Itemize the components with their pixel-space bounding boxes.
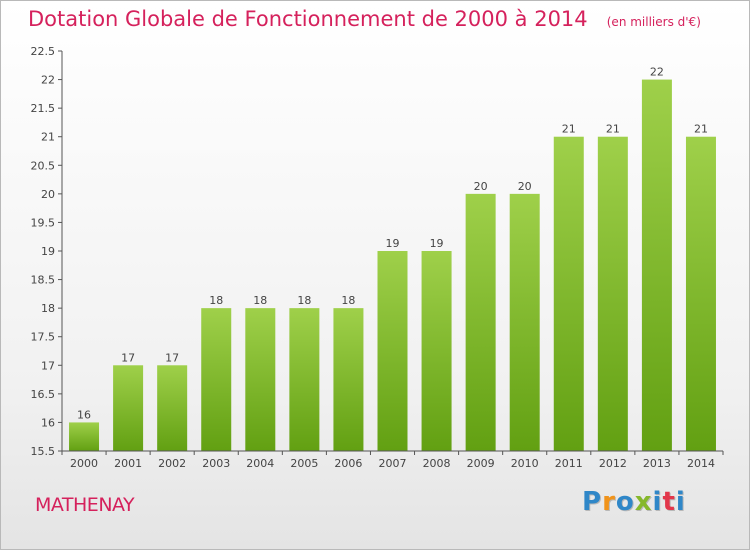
bar-2014 [685,136,716,451]
y-tick-label: 22.5 [31,45,56,58]
logo-letter: i [675,487,686,517]
x-tick-label: 2002 [158,457,186,470]
logo-letter: r [602,487,616,517]
value-label: 17 [165,351,179,364]
bar-2013 [641,79,672,452]
y-tick-label: 19 [41,245,55,258]
x-tick-label: 2001 [114,457,142,470]
bar-2000 [69,422,100,451]
y-tick-label: 20 [41,188,55,201]
y-tick-label: 20.5 [31,159,56,172]
bar-2001 [113,365,144,451]
x-tick-label: 2000 [70,457,98,470]
value-label: 18 [341,294,355,307]
y-tick-label: 17.5 [31,331,56,344]
bar-2007 [377,251,408,451]
bar-2009 [465,193,496,451]
axis-layer: 2000 2001 2002 2003 2004 2005 2006 2007 2008 2009… [31,45,724,470]
logo-letter: t [662,487,676,517]
value-label: 20 [518,180,532,193]
value-label: 22 [650,66,664,79]
value-label: 21 [694,123,708,136]
value-label: 21 [606,123,620,136]
y-tick-label: 16.5 [31,388,56,401]
x-tick-label: 2006 [334,457,362,470]
x-tick-label: 2003 [202,457,230,470]
logo-letter: x [634,487,653,517]
chart-unit: (en milliers d'€) [606,15,701,29]
value-label: 19 [386,237,400,250]
place-name: MATHENAY [35,494,135,516]
y-tick-label: 21 [41,131,55,144]
y-tick-label: 15.5 [31,445,56,458]
value-label: 17 [121,351,135,364]
y-tick-label: 16 [41,416,55,429]
proxiti-logo: Proxiti [582,487,686,517]
y-tick-label: 18.5 [31,274,56,287]
logo-letter: P [582,487,603,517]
chart-title: Dotation Globale de Fonctionnement de 20… [28,7,588,31]
bars-layer: 16 17 17 18 18 18 18 19 19 20 20 21 21 22 21 [69,66,716,452]
bar-2010 [509,193,540,451]
x-tick-label: 2008 [423,457,451,470]
x-tick-label: 2010 [511,457,539,470]
title-row: Dotation Globale de Fonctionnement de 20… [28,7,701,31]
value-label: 18 [253,294,267,307]
y-tick-label: 21.5 [31,102,56,115]
x-tick-label: 2014 [687,457,715,470]
value-label: 18 [297,294,311,307]
logo-letter: o [615,487,635,517]
bar-2002 [157,365,188,451]
bar-2003 [201,308,232,451]
x-tick-label: 2007 [379,457,407,470]
value-label: 16 [77,408,91,421]
logo-letter: i [652,487,663,517]
bar-2011 [553,136,584,451]
x-tick-label: 2004 [246,457,274,470]
bar-2005 [289,308,320,451]
value-label: 21 [562,123,576,136]
x-tick-label: 2011 [555,457,583,470]
y-tick-label: 22 [41,74,55,87]
y-tick-label: 17 [41,359,55,372]
x-tick-label: 2005 [290,457,318,470]
bar-2006 [333,308,364,451]
y-tick-label: 19.5 [31,216,56,229]
bar-2008 [421,251,452,451]
x-tick-label: 2013 [643,457,671,470]
bar-2012 [597,136,628,451]
value-label: 20 [474,180,488,193]
bar-2004 [245,308,276,451]
value-label: 19 [430,237,444,250]
value-label: 18 [209,294,223,307]
x-tick-label: 2009 [467,457,495,470]
x-tick-label: 2012 [599,457,627,470]
y-tick-label: 18 [41,302,55,315]
